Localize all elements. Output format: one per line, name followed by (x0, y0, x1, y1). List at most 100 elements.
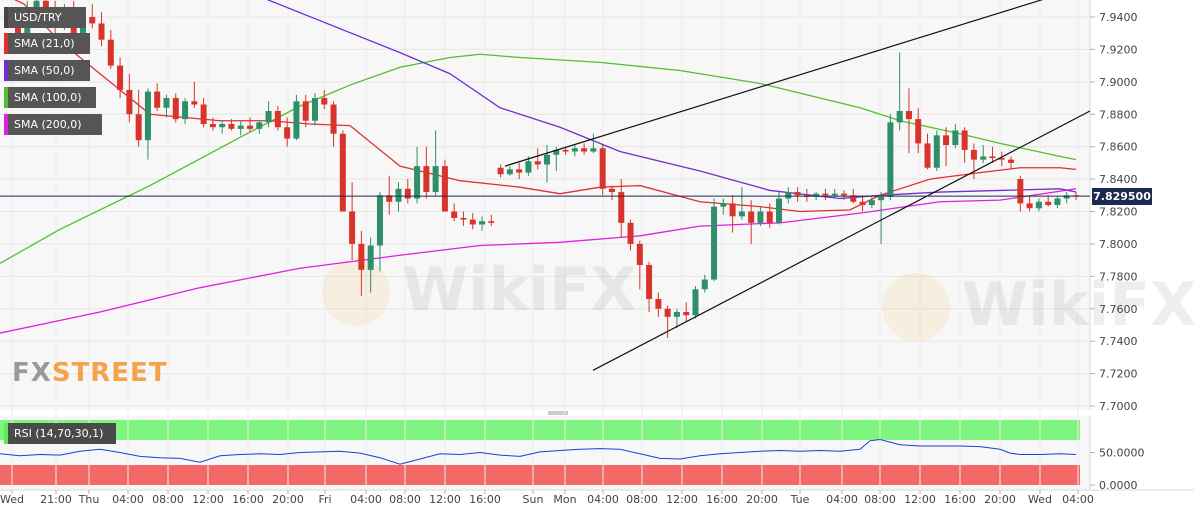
candle (1035, 198, 1042, 212)
candle-body (989, 156, 996, 159)
candle (98, 12, 105, 47)
candle (386, 175, 393, 215)
pane-splitter[interactable] (0, 410, 1194, 416)
candle (840, 190, 847, 201)
candle (822, 188, 829, 201)
candle (915, 107, 922, 154)
candle-body (646, 264, 653, 300)
rsi-y-tick-label: 0.0000 (1099, 479, 1138, 492)
candle (933, 130, 940, 171)
candle (265, 101, 272, 128)
candle-body (822, 193, 829, 196)
rsi-badge[interactable]: RSI (14,70,30,1) (4, 423, 116, 444)
brand-street: STREET (51, 358, 168, 388)
x-tick-label: 04:00 (1062, 493, 1094, 506)
sma-21-badge[interactable]: SMA (21,0) (4, 33, 90, 54)
candle-body (1017, 179, 1024, 204)
candle (562, 146, 569, 155)
x-tick-label: 20:00 (746, 493, 778, 506)
y-tick-label: 7.7800 (1099, 270, 1138, 283)
y-tick-label: 7.8800 (1099, 108, 1138, 121)
candle-body (107, 39, 114, 66)
candle-body (711, 206, 718, 280)
lower-trendline[interactable] (592, 110, 1091, 371)
candle-body (553, 149, 560, 155)
x-tick-label: 04:00 (587, 493, 619, 506)
candle-body (683, 311, 690, 316)
candle-body (952, 130, 959, 146)
candle-body (998, 158, 1005, 160)
fxstreet-logo: FXSTREET (12, 358, 168, 388)
sma-100-line (0, 53, 1077, 264)
candle-body (850, 195, 857, 202)
candle-body (831, 193, 838, 196)
candle-body (562, 149, 569, 152)
candle-body (469, 219, 476, 225)
candle-body (868, 200, 875, 206)
candle (673, 308, 680, 329)
sma-200-badge[interactable]: SMA (200,0) (4, 114, 102, 135)
rsi-oversold-zone (0, 465, 1080, 485)
candle (952, 123, 959, 149)
y-tick-label: 7.7400 (1099, 335, 1138, 348)
candle (376, 192, 383, 272)
x-tick-label: 12:00 (666, 493, 698, 506)
candle (479, 216, 486, 231)
candle (599, 145, 606, 196)
price-plot-background (0, 0, 1090, 410)
candle-body (813, 193, 820, 197)
candle (534, 148, 541, 170)
candle-body (126, 89, 133, 115)
candle (636, 240, 643, 290)
candle-body (1035, 201, 1042, 209)
candle (748, 200, 755, 244)
x-tick-label: 12:00 (904, 493, 936, 506)
candle-body (776, 198, 783, 223)
candle (887, 114, 894, 201)
candle-body (840, 193, 847, 196)
candle-body (451, 211, 458, 218)
candle (868, 196, 875, 209)
candle (191, 81, 198, 108)
candle (766, 203, 773, 228)
x-tick-label: 08:00 (389, 493, 421, 506)
candle (237, 120, 244, 136)
candle-body (590, 148, 597, 152)
x-tick-label: 20:00 (984, 493, 1016, 506)
candle-body (785, 192, 792, 199)
candle-body (608, 188, 615, 193)
candle (209, 117, 216, 131)
candle (1045, 195, 1052, 207)
candle (757, 206, 764, 227)
rsi-pane: 50.0000 0.0000 (0, 438, 1145, 492)
symbol-badge[interactable]: USD/TRY (4, 7, 86, 28)
trendlines (504, 0, 1091, 371)
x-tick-label: 08:00 (864, 493, 896, 506)
candle (256, 120, 263, 134)
candle (302, 94, 309, 128)
candle (525, 156, 532, 176)
candle (321, 89, 328, 110)
sma-50-label: SMA (50,0) (14, 64, 75, 77)
candle-body (1026, 203, 1033, 209)
x-tick-label: 20:00 (272, 493, 304, 506)
candle-body (673, 311, 680, 317)
x-tick-label: Wed (1028, 493, 1052, 506)
y-tick-label: 7.7600 (1099, 303, 1138, 316)
candle-body (664, 308, 671, 317)
candle-body (943, 135, 950, 146)
symbol-badge-stripe (4, 7, 8, 28)
candle-body (701, 279, 708, 290)
candle (794, 187, 801, 202)
candle (655, 292, 662, 317)
upper-trendline[interactable] (504, 0, 1070, 167)
candle-body (339, 133, 346, 212)
candle (720, 198, 727, 215)
x-tick-label: 08:00 (152, 493, 184, 506)
candle-body (980, 156, 987, 160)
candle (1017, 175, 1024, 212)
sma-50-badge[interactable]: SMA (50,0) (4, 60, 90, 81)
sma-200-label: SMA (200,0) (14, 118, 82, 131)
sma-100-badge[interactable]: SMA (100,0) (4, 87, 96, 108)
